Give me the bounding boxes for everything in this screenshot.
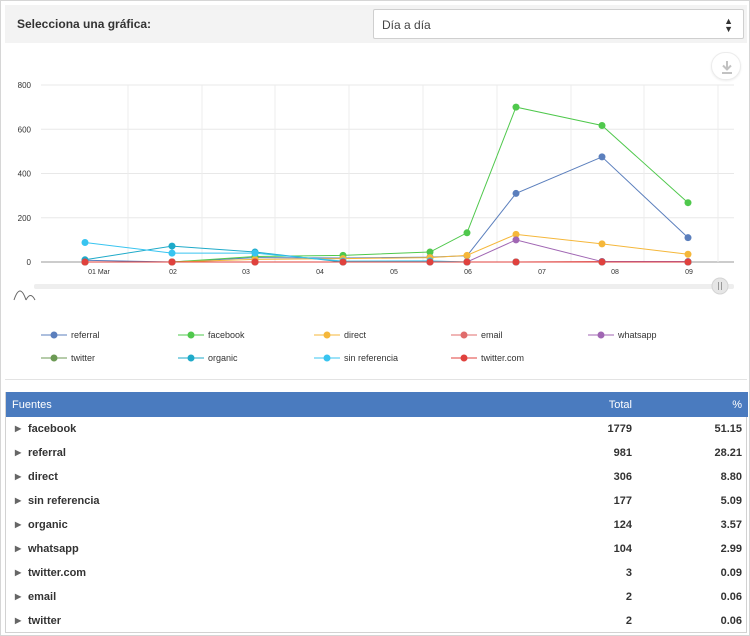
expand-arrow-icon[interactable]: ▶ bbox=[15, 424, 22, 433]
row-percent: 5.09 bbox=[720, 495, 742, 507]
table-row[interactable]: ▶ email 2 0.06 bbox=[6, 585, 746, 609]
row-total: 124 bbox=[613, 519, 632, 531]
row-source-name: organic bbox=[28, 519, 68, 531]
row-source-name: whatsapp bbox=[28, 543, 79, 555]
sources-table: Fuentes Total % ▶ facebook 1779 51.15 ▶ refer… bbox=[5, 392, 748, 633]
chart-type-select[interactable]: Día a día ▲ ▼ bbox=[373, 9, 744, 39]
column-header-total[interactable]: Total bbox=[608, 399, 632, 411]
row-percent: 0.06 bbox=[720, 615, 742, 627]
row-total: 3 bbox=[625, 567, 632, 579]
row-percent: 8.80 bbox=[720, 471, 742, 483]
handle-grip-icon bbox=[721, 282, 722, 290]
row-percent: 28.21 bbox=[714, 447, 742, 459]
row-source-name: sin referencia bbox=[28, 495, 100, 507]
select-arrows-icon: ▲ ▼ bbox=[724, 16, 733, 34]
row-total: 2 bbox=[625, 591, 632, 603]
table-row[interactable]: ▶ twitter 2 0.06 bbox=[6, 609, 746, 633]
row-percent: 0.09 bbox=[720, 567, 742, 579]
table-row[interactable]: ▶ whatsapp 104 2.99 bbox=[6, 537, 746, 561]
row-total: 2 bbox=[625, 615, 632, 627]
row-percent: 51.15 bbox=[714, 423, 742, 435]
row-source-name: direct bbox=[28, 471, 58, 483]
expand-arrow-icon[interactable]: ▶ bbox=[15, 544, 22, 553]
expand-arrow-icon[interactable]: ▶ bbox=[15, 472, 22, 481]
column-header-sources[interactable]: Fuentes bbox=[12, 399, 52, 411]
zoom-slider-handle[interactable] bbox=[711, 277, 729, 295]
row-percent: 2.99 bbox=[720, 543, 742, 555]
expand-arrow-icon[interactable]: ▶ bbox=[15, 592, 22, 601]
expand-arrow-icon[interactable]: ▶ bbox=[15, 448, 22, 457]
row-percent: 0.06 bbox=[720, 591, 742, 603]
chart-selector-bar: Selecciona una gráfica: Día a día ▲ ▼ bbox=[5, 5, 747, 43]
expand-arrow-icon[interactable]: ▶ bbox=[15, 520, 22, 529]
expand-arrow-icon[interactable]: ▶ bbox=[15, 568, 22, 577]
table-header: Fuentes Total % bbox=[6, 392, 748, 417]
row-total: 1779 bbox=[607, 423, 632, 435]
row-source-name: referral bbox=[28, 447, 66, 459]
table-row[interactable]: ▶ referral 981 28.21 bbox=[6, 441, 746, 465]
chart-type-select-value: Día a día bbox=[382, 18, 431, 32]
range-preview-icon bbox=[13, 290, 36, 301]
download-icon bbox=[722, 61, 732, 74]
handle-grip-icon bbox=[718, 282, 719, 290]
row-total: 306 bbox=[613, 471, 632, 483]
row-source-name: facebook bbox=[28, 423, 77, 435]
row-total: 104 bbox=[613, 543, 632, 555]
table-row[interactable]: ▶ facebook 1779 51.15 bbox=[6, 417, 746, 441]
row-source-name: twitter bbox=[28, 615, 61, 627]
column-header-percent[interactable]: % bbox=[732, 399, 742, 411]
row-percent: 3.57 bbox=[720, 519, 742, 531]
expand-arrow-icon[interactable]: ▶ bbox=[15, 616, 22, 625]
row-total: 177 bbox=[613, 495, 632, 507]
table-row[interactable]: ▶ direct 306 8.80 bbox=[6, 465, 746, 489]
row-total: 981 bbox=[613, 447, 632, 459]
zoom-slider-track[interactable] bbox=[34, 284, 734, 289]
table-row[interactable]: ▶ sin referencia 177 5.09 bbox=[6, 489, 746, 513]
chart-selector-label: Selecciona una gráfica: bbox=[17, 17, 152, 31]
row-source-name: email bbox=[28, 591, 57, 603]
download-button[interactable] bbox=[711, 52, 741, 80]
table-row[interactable]: ▶ organic 124 3.57 bbox=[6, 513, 746, 537]
divider bbox=[5, 379, 747, 380]
row-source-name: twitter.com bbox=[28, 567, 87, 579]
expand-arrow-icon[interactable]: ▶ bbox=[15, 496, 22, 505]
table-row[interactable]: ▶ twitter.com 3 0.09 bbox=[6, 561, 746, 585]
